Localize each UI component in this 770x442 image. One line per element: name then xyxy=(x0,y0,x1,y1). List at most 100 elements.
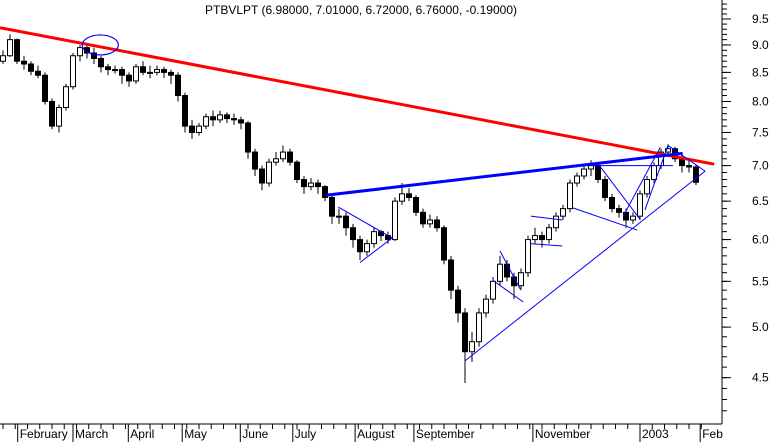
candle-body xyxy=(266,161,272,184)
candle xyxy=(567,179,573,213)
candle-body xyxy=(0,55,6,62)
candle xyxy=(133,63,139,84)
candle xyxy=(105,63,111,76)
candle-body xyxy=(98,57,104,68)
candle-body xyxy=(448,259,454,291)
trendline-triangle xyxy=(359,237,393,263)
candle-body xyxy=(147,71,153,74)
candle xyxy=(539,231,545,248)
candle-body xyxy=(616,208,622,213)
candle xyxy=(245,121,251,159)
candle-body xyxy=(49,100,55,127)
candle-body xyxy=(322,186,328,198)
candle-body xyxy=(609,196,615,210)
candle-body xyxy=(7,39,13,57)
candle-body xyxy=(637,193,643,217)
candle xyxy=(525,235,531,277)
candle xyxy=(7,34,13,57)
candle-body xyxy=(301,178,307,188)
candle-body xyxy=(371,231,377,245)
candle xyxy=(119,66,125,84)
x-month-label: July xyxy=(295,427,316,441)
candle xyxy=(637,190,643,220)
candle-body xyxy=(399,193,405,202)
y-tick-label: 9.0 xyxy=(752,38,769,52)
candle-body xyxy=(441,227,447,261)
candle xyxy=(287,148,293,166)
candle-body xyxy=(532,235,538,241)
trendline-wedge xyxy=(492,280,524,303)
y-tick-label: 9.5 xyxy=(752,12,769,26)
candle xyxy=(70,53,76,90)
candle-body xyxy=(357,239,363,253)
candle xyxy=(140,61,146,76)
candle-body xyxy=(588,165,594,170)
candle xyxy=(315,179,321,194)
y-tick-label: 5.0 xyxy=(752,320,769,334)
candle-body xyxy=(140,66,146,73)
candle-body xyxy=(161,69,167,73)
candle-body xyxy=(182,95,188,127)
candle xyxy=(175,72,181,102)
candle xyxy=(0,50,6,64)
candle xyxy=(126,72,132,87)
candle-body xyxy=(567,182,573,210)
candle-body xyxy=(364,243,370,253)
candle xyxy=(448,255,454,300)
candle xyxy=(21,55,27,70)
candle xyxy=(462,308,468,384)
highlight-ellipse xyxy=(81,34,119,56)
candle xyxy=(329,195,335,224)
candle-body xyxy=(406,193,412,198)
candle-body xyxy=(112,69,118,72)
candle-body xyxy=(126,74,132,82)
candle-body xyxy=(287,151,293,163)
trendline-neckline xyxy=(325,151,683,197)
candle xyxy=(196,122,202,136)
candle-body xyxy=(259,168,265,184)
candle xyxy=(273,152,279,166)
candle xyxy=(616,204,622,218)
y-tick-label: 7.0 xyxy=(752,159,769,173)
candle xyxy=(574,172,580,187)
candle-body xyxy=(518,272,524,287)
candle xyxy=(63,83,69,111)
candle-body xyxy=(602,178,608,198)
candle xyxy=(350,223,356,248)
candle xyxy=(203,113,209,130)
candle xyxy=(49,98,55,130)
candle xyxy=(266,158,272,187)
candle xyxy=(28,61,34,76)
candle-body xyxy=(630,215,636,221)
candle xyxy=(56,104,62,133)
candle-body xyxy=(315,182,321,188)
candle xyxy=(427,214,433,228)
x-month-label: November xyxy=(535,427,590,441)
candle xyxy=(154,65,160,76)
x-month-label: August xyxy=(357,427,395,441)
candle xyxy=(434,216,440,232)
candle-body xyxy=(91,52,97,59)
candle xyxy=(630,212,636,224)
candle xyxy=(336,208,342,224)
candle-body xyxy=(462,312,468,353)
candle-body xyxy=(56,107,62,127)
candle-body xyxy=(168,71,174,76)
candle-body xyxy=(231,118,237,121)
candle xyxy=(364,239,370,256)
trendline-channel xyxy=(572,207,638,231)
y-tick-label: 8.0 xyxy=(752,94,769,108)
candle xyxy=(693,164,699,186)
candle xyxy=(217,110,223,123)
candle-body xyxy=(28,63,34,72)
candle xyxy=(280,145,286,163)
candle-body xyxy=(77,47,83,57)
candle-body xyxy=(63,86,69,109)
trendline-channel xyxy=(622,147,661,217)
candle-body xyxy=(273,158,279,163)
candle xyxy=(168,69,174,84)
chart-title: PTBVLPT (6.98000, 7.01000, 6.72000, 6.76… xyxy=(204,3,517,17)
y-tick-label: 5.5 xyxy=(752,274,769,288)
